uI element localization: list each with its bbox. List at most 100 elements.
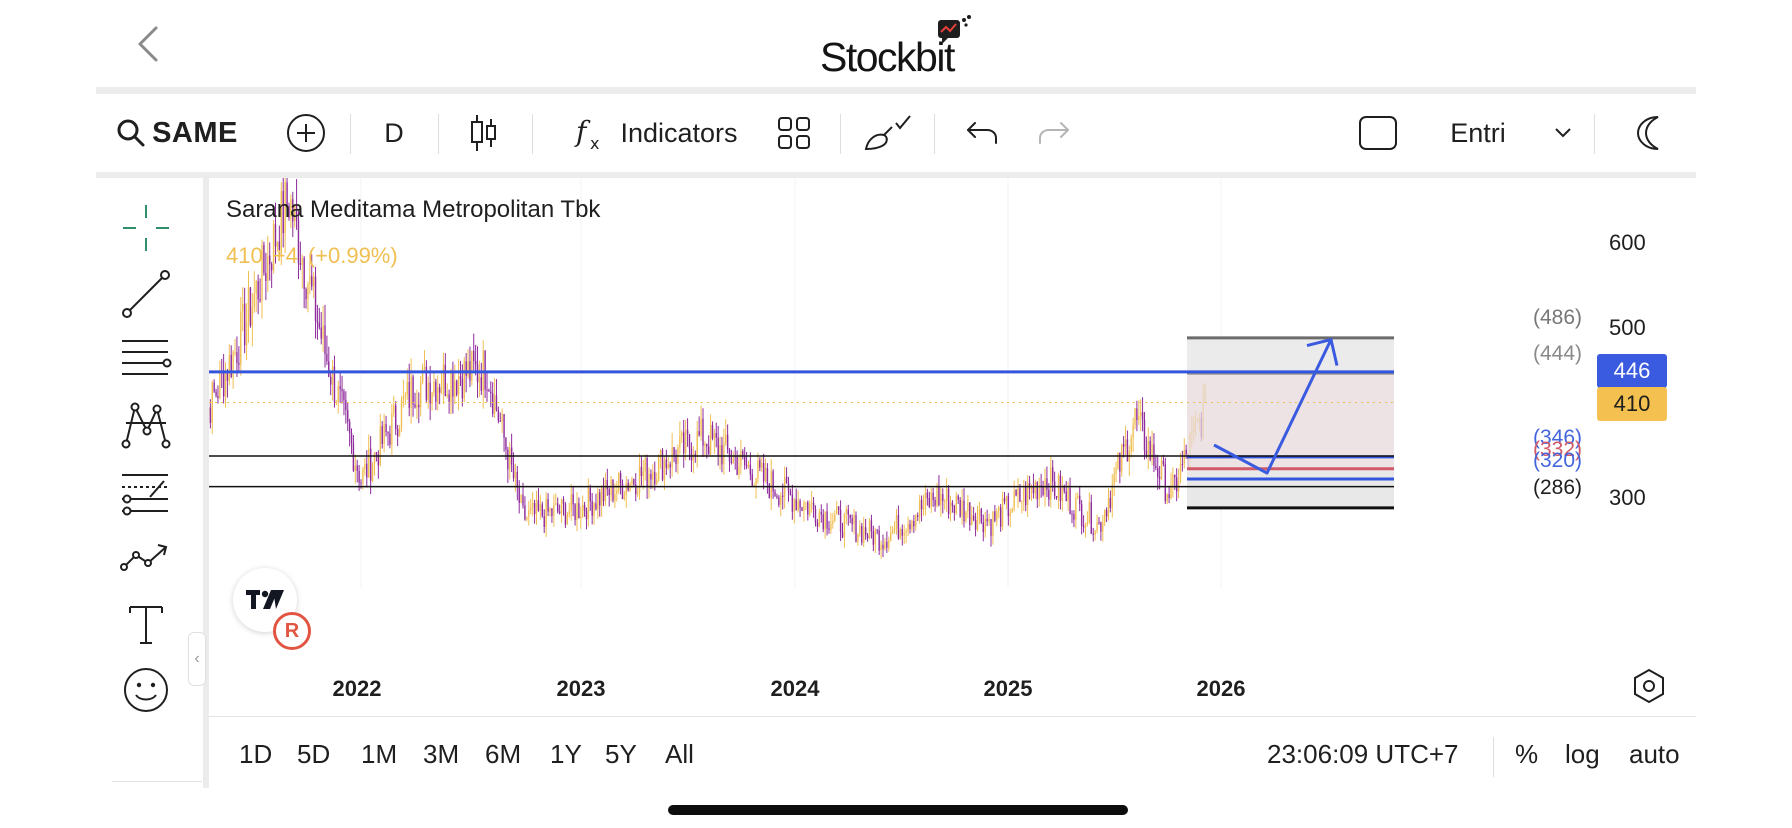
candle-body: [368, 448, 370, 478]
range-all[interactable]: All: [665, 739, 694, 769]
entry-label: Entri: [1450, 117, 1506, 148]
entry-dropdown[interactable]: Entri: [1436, 94, 1586, 172]
candlestick-icon[interactable]: [456, 94, 512, 172]
candle-body: [711, 424, 714, 439]
range-5y[interactable]: 5Y: [605, 739, 637, 769]
candle-body: [509, 447, 511, 470]
candle-body: [474, 360, 477, 365]
crosshair-icon[interactable]: [118, 200, 174, 256]
emoji-icon[interactable]: [118, 662, 174, 718]
position-stop-zone: [1187, 468, 1394, 508]
chevron-left-icon[interactable]: [128, 22, 172, 66]
trendline-icon[interactable]: [118, 266, 174, 322]
candle-body: [339, 386, 341, 390]
candle-body: [918, 499, 921, 518]
square-icon[interactable]: [1350, 94, 1406, 172]
range-3m[interactable]: 3M: [423, 739, 460, 769]
projection-arrow: [1213, 338, 1333, 475]
candle-body: [228, 354, 231, 381]
symbol-label: SAME: [152, 116, 238, 149]
horizontal-lines-icon[interactable]: [118, 332, 174, 388]
candle-body: [265, 272, 267, 281]
position-label: (320): [1533, 449, 1583, 472]
candle-body: [961, 500, 963, 517]
candle-body: [706, 443, 708, 447]
candle-body: [574, 504, 576, 520]
candle-body: [566, 514, 569, 525]
range-1y[interactable]: 1Y: [550, 739, 582, 769]
candle-body: [568, 511, 570, 515]
candle-body: [493, 395, 496, 414]
undo-icon[interactable]: [954, 94, 1010, 172]
candle-body: [343, 391, 345, 401]
candle-body: [924, 492, 927, 507]
clock-timezone[interactable]: 23:06:09 UTC+7: [1267, 739, 1459, 769]
candle-body: [673, 447, 675, 456]
candle-body: [698, 431, 700, 436]
candle-body: [945, 488, 948, 501]
candle-body: [816, 522, 819, 527]
range-1m[interactable]: 1M: [361, 739, 398, 769]
candle-body: [942, 494, 944, 501]
candle-body: [740, 451, 742, 467]
candle-body: [1185, 449, 1187, 455]
redo-icon[interactable]: [1026, 94, 1082, 172]
candle-body: [631, 479, 633, 485]
candle-body: [785, 476, 788, 484]
candle-body: [743, 455, 746, 466]
price-chart[interactable]: [209, 178, 1696, 716]
moon-icon[interactable]: [1620, 94, 1676, 172]
candle-body: [414, 404, 416, 408]
candle-body: [762, 463, 765, 482]
brush-check-icon[interactable]: [858, 94, 918, 172]
candle-body: [463, 361, 465, 399]
candle-body: [578, 503, 580, 519]
candle-body: [213, 382, 215, 392]
candle-body: [320, 327, 322, 339]
symbol-search-button[interactable]: SAME: [112, 94, 242, 172]
candle-body: [1067, 487, 1069, 501]
candle-body: [1077, 495, 1079, 498]
replay-badge[interactable]: R: [273, 612, 311, 650]
pattern-icon[interactable]: [118, 398, 174, 454]
candle-body: [486, 389, 488, 391]
candle-body: [326, 354, 328, 362]
candle-body: [872, 531, 875, 545]
percent-toggle[interactable]: %: [1515, 739, 1539, 769]
text-icon[interactable]: [118, 596, 174, 652]
collapse-tools-button[interactable]: ‹: [188, 632, 206, 686]
candle-body: [692, 454, 695, 461]
chart-area[interactable]: Sarana Meditama Metropolitan Tbk 410 +4 (+…: [209, 178, 1696, 716]
candle-body: [410, 376, 412, 409]
interval-button[interactable]: D: [366, 94, 422, 172]
log-toggle[interactable]: log: [1565, 739, 1600, 769]
candle-body: [636, 492, 639, 495]
candle-body: [557, 503, 559, 512]
forecast-icon[interactable]: [118, 530, 174, 586]
candle-body: [907, 523, 909, 531]
bottom-divider: [209, 716, 1696, 717]
candle-body: [284, 182, 286, 234]
fib-icon[interactable]: [118, 464, 174, 520]
auto-toggle[interactable]: auto: [1629, 739, 1680, 769]
range-5d[interactable]: 5D: [297, 739, 331, 769]
toolbar-divider: [532, 114, 533, 154]
plus-circle-icon[interactable]: [278, 94, 334, 172]
candle-body: [803, 502, 805, 511]
candle-body: [1001, 497, 1004, 527]
candle-body: [418, 404, 420, 408]
candle-body: [1103, 509, 1106, 523]
range-6m[interactable]: 6M: [485, 739, 522, 769]
candle-body: [1166, 494, 1168, 502]
candle-body: [387, 432, 389, 434]
candle-body: [488, 389, 490, 392]
candle-body: [442, 364, 445, 390]
range-1d[interactable]: 1D: [239, 739, 273, 769]
candle-body: [360, 482, 362, 484]
hexagon-settings-icon[interactable]: [1629, 666, 1669, 706]
candle-body: [240, 311, 242, 365]
candle-body: [238, 363, 240, 365]
grid-icon[interactable]: [766, 94, 822, 172]
candle-body: [362, 469, 364, 483]
